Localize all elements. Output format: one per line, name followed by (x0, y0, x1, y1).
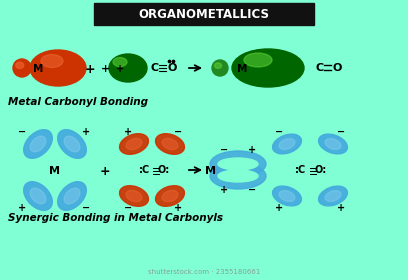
Text: +: + (100, 64, 110, 74)
Ellipse shape (109, 54, 147, 82)
Ellipse shape (64, 136, 80, 152)
Text: +: + (275, 203, 283, 213)
Ellipse shape (319, 134, 348, 154)
Text: −: − (220, 145, 228, 155)
Text: C: C (151, 63, 159, 73)
Text: C: C (316, 63, 324, 73)
Ellipse shape (41, 55, 63, 67)
Ellipse shape (113, 57, 127, 67)
Ellipse shape (24, 182, 52, 210)
Ellipse shape (218, 170, 258, 182)
Ellipse shape (325, 191, 341, 201)
Text: ORGANOMETALLICS: ORGANOMETALLICS (138, 8, 270, 20)
Text: −: − (248, 185, 256, 195)
Text: +: + (248, 145, 256, 155)
Text: +: + (174, 203, 182, 213)
Ellipse shape (155, 134, 184, 154)
Ellipse shape (64, 188, 80, 204)
Text: Synergic Bonding in Metal Carbonyls: Synergic Bonding in Metal Carbonyls (8, 213, 223, 223)
Text: :C: :C (138, 165, 150, 175)
Text: +: + (82, 127, 90, 137)
Ellipse shape (232, 49, 304, 87)
Ellipse shape (162, 190, 178, 202)
Text: −: − (174, 127, 182, 137)
Ellipse shape (16, 62, 24, 68)
Text: +: + (116, 64, 124, 74)
Text: +: + (220, 185, 228, 195)
Text: +: + (337, 203, 345, 213)
Ellipse shape (120, 134, 149, 154)
Ellipse shape (58, 130, 86, 158)
Text: O: O (332, 63, 341, 73)
Ellipse shape (58, 182, 86, 210)
Text: O: O (167, 63, 177, 73)
Ellipse shape (214, 63, 222, 68)
Text: M: M (33, 64, 43, 74)
Text: +: + (124, 127, 132, 137)
Text: +: + (85, 62, 95, 76)
Text: shutterstock.com · 2355180661: shutterstock.com · 2355180661 (148, 269, 260, 275)
Text: −: − (82, 203, 90, 213)
Text: M: M (204, 166, 215, 176)
Ellipse shape (279, 191, 295, 201)
Ellipse shape (319, 186, 348, 206)
Text: M: M (237, 64, 247, 74)
Text: :C: :C (295, 165, 307, 175)
Text: −: − (18, 127, 26, 137)
Ellipse shape (279, 139, 295, 150)
Text: +: + (18, 203, 26, 213)
Ellipse shape (273, 134, 302, 154)
Ellipse shape (30, 50, 86, 86)
Text: O:: O: (315, 165, 327, 175)
Text: +: + (100, 165, 110, 178)
Ellipse shape (210, 151, 266, 177)
Ellipse shape (30, 188, 46, 204)
FancyBboxPatch shape (94, 3, 314, 25)
Ellipse shape (218, 158, 258, 170)
Ellipse shape (120, 186, 149, 206)
Ellipse shape (126, 138, 142, 150)
Ellipse shape (162, 138, 178, 150)
Ellipse shape (30, 136, 46, 152)
Ellipse shape (13, 59, 31, 77)
Ellipse shape (244, 53, 272, 67)
Text: O:: O: (158, 165, 170, 175)
Ellipse shape (325, 139, 341, 150)
Text: Metal Carbonyl Bonding: Metal Carbonyl Bonding (8, 97, 148, 107)
Text: −: − (337, 127, 345, 137)
Text: −: − (275, 127, 283, 137)
Ellipse shape (273, 186, 302, 206)
Ellipse shape (24, 130, 52, 158)
Ellipse shape (212, 60, 228, 76)
Text: M: M (49, 166, 60, 176)
Ellipse shape (210, 163, 266, 189)
Text: −: − (124, 203, 132, 213)
Ellipse shape (155, 186, 184, 206)
Ellipse shape (126, 190, 142, 202)
